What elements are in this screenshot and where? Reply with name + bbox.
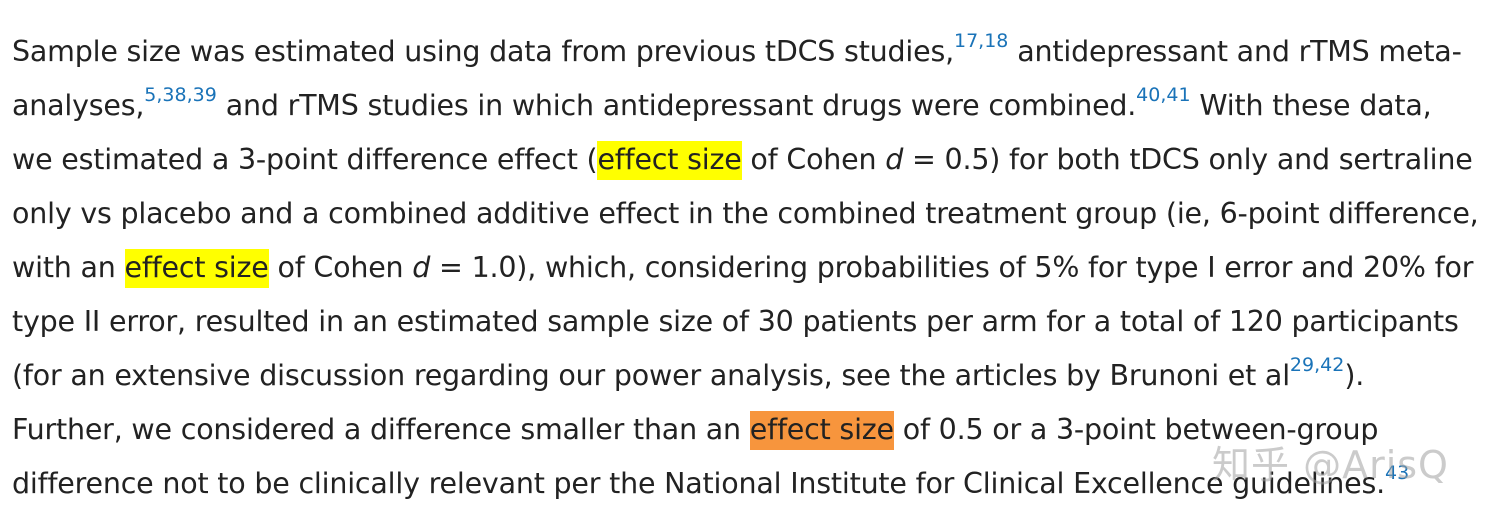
citation-separator: ,: [156, 84, 163, 106]
citation-link[interactable]: 18: [984, 30, 1009, 52]
text-line-6: type II error, resulted in an estimated …: [12, 295, 1502, 349]
citation-17-18: 17,18: [954, 30, 1008, 52]
citation-separator: ,: [1314, 354, 1321, 376]
citation-link[interactable]: 41: [1166, 84, 1191, 106]
text: = 0.5) for both tDCS only and sertraline: [903, 143, 1473, 176]
text: and rTMS studies in which antidepressant…: [216, 89, 1137, 122]
citation-link[interactable]: 38: [162, 84, 187, 106]
highlight-effect-size-active: effect size: [749, 411, 894, 450]
citation-separator: ,: [186, 84, 193, 106]
text: With these data,: [1190, 89, 1432, 122]
text: type II error, resulted in an estimated …: [12, 305, 1459, 338]
highlight-effect-size: effect size: [124, 249, 269, 288]
body-paragraph: Sample size was estimated using data fro…: [12, 25, 1502, 511]
text: analyses,: [12, 89, 145, 122]
text: difference not to be clinically relevant…: [12, 467, 1385, 500]
text-line-5: with an effect size of Cohen d = 1.0), w…: [12, 241, 1502, 295]
text: of Cohen: [268, 251, 413, 284]
citation-link[interactable]: 5: [144, 84, 157, 106]
citation-separator: ,: [1160, 84, 1167, 106]
text: antidepressant and rTMS meta-: [1008, 35, 1462, 68]
citation-29-42: 29,42: [1290, 354, 1344, 376]
text-line-2: analyses,5,38,39 and rTMS studies in whi…: [12, 79, 1502, 133]
text: we estimated a 3-point difference effect…: [12, 143, 598, 176]
citation-link[interactable]: 39: [192, 84, 217, 106]
cohen-d-symbol: d: [412, 251, 431, 284]
citation-link[interactable]: 40: [1136, 84, 1161, 106]
text: = 1.0), which, considering probabilities…: [430, 251, 1474, 284]
text: with an: [12, 251, 125, 284]
citation-link[interactable]: 29: [1289, 354, 1315, 376]
text-line-9: difference not to be clinically relevant…: [12, 457, 1502, 511]
text: (for an extensive discussion regarding o…: [12, 359, 1290, 392]
text: only vs placebo and a combined additive …: [12, 197, 1479, 230]
text-line-3: we estimated a 3-point difference effect…: [12, 133, 1502, 187]
text-line-7: (for an extensive discussion regarding o…: [12, 349, 1502, 403]
text-line-1: Sample size was estimated using data fro…: [12, 25, 1502, 79]
text-line-8: Further, we considered a difference smal…: [12, 403, 1502, 457]
cohen-d-symbol: d: [885, 143, 904, 176]
citation-5-38-39: 5,38,39: [144, 84, 217, 106]
citation-link[interactable]: 43: [1385, 462, 1410, 484]
text: of Cohen: [741, 143, 886, 176]
text: Further, we considered a difference smal…: [12, 413, 750, 446]
citation-43: 43: [1385, 462, 1409, 484]
text: Sample size was estimated using data fro…: [12, 35, 954, 68]
text: of 0.5 or a 3-point between-group: [893, 413, 1379, 446]
citation-link[interactable]: 42: [1320, 354, 1345, 376]
text: ).: [1344, 359, 1365, 392]
citation-separator: ,: [978, 30, 985, 52]
highlight-effect-size: effect size: [597, 141, 742, 180]
text-line-4: only vs placebo and a combined additive …: [12, 187, 1502, 241]
citation-40-41: 40,41: [1136, 84, 1190, 106]
citation-link[interactable]: 17: [953, 30, 979, 52]
